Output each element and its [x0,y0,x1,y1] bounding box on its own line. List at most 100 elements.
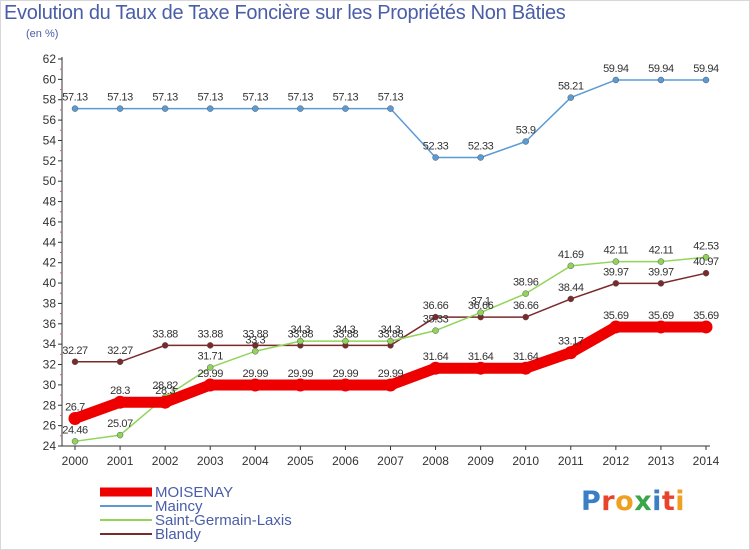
x-tick-label: 2001 [107,454,134,468]
data-point [609,320,623,334]
x-tick-label: 2006 [332,454,359,468]
logo-letter: o [615,486,635,517]
data-point [116,105,124,112]
data-label: 33.88 [197,328,223,340]
data-point [206,342,214,349]
logo-letter: i [675,486,686,517]
data-label: 53.9 [516,124,536,136]
data-point [432,313,439,321]
data-point [567,262,575,270]
data-label: 52.33 [468,140,494,152]
data-label: 39.97 [603,266,629,278]
data-point [161,105,169,112]
data-label: 57.13 [152,92,178,104]
legend-label: Blandy [155,526,201,543]
data-point [68,412,82,426]
data-label: 36.66 [423,300,449,312]
y-tick-label: 52 [43,154,57,168]
x-tick-label: 2010 [512,454,539,468]
chart-subtitle: (en %) [26,28,59,40]
y-tick-label: 24 [43,439,57,453]
data-point [161,342,169,349]
data-label: 59.94 [693,63,719,75]
data-label: 32.27 [107,345,133,357]
data-point [116,358,124,366]
data-label: 34.3 [290,324,310,336]
data-label: 57.13 [333,92,359,104]
data-label: 28.82 [152,380,178,392]
proxiti-logo: Proxiti [581,486,685,517]
data-label: 24.46 [62,424,88,436]
y-tick-label: 46 [43,215,57,229]
logo-letter: r [601,486,616,517]
x-tick-label: 2011 [558,454,584,468]
data-label: 29.99 [288,368,314,380]
y-tick-label: 60 [43,72,57,86]
y-tick-label: 56 [43,113,57,127]
x-tick-label: 2002 [152,454,179,468]
data-point [338,378,352,392]
data-point [293,378,307,392]
data-label: 33.17 [558,336,584,348]
data-point [206,105,214,112]
data-point [654,320,668,334]
logo-letter: P [581,486,602,517]
data-point [203,378,217,392]
data-point [612,76,620,84]
data-point [297,337,304,345]
x-tick-label: 2007 [377,454,404,468]
data-label: 28.3 [155,385,175,397]
y-tick-label: 28 [43,398,57,412]
data-label: 35.69 [693,310,719,322]
data-point [567,94,575,101]
data-label: 37.1 [471,296,491,308]
data-point [387,337,394,345]
y-tick-label: 44 [43,235,57,249]
data-point [612,258,620,265]
data-label: 33.88 [288,328,314,340]
data-label: 58.21 [558,81,584,93]
data-label: 40.97 [693,256,719,268]
data-point [429,361,443,375]
data-point [657,258,665,265]
data-label: 31.64 [423,351,449,363]
data-point [252,105,259,112]
data-label: 33.88 [378,328,404,340]
data-label: 33.88 [152,328,178,340]
data-point [384,378,397,392]
data-label: 52.33 [423,140,449,152]
y-tick-label: 42 [43,256,57,270]
data-label: 33.88 [243,328,269,340]
data-label: 38.44 [558,282,584,294]
data-label: 57.13 [62,92,88,104]
data-point [116,431,124,439]
data-label: 29.99 [378,368,404,380]
data-point [564,346,578,360]
data-point [477,154,484,161]
data-label: 33.88 [333,328,359,340]
data-label: 34.3 [336,324,356,336]
data-point [702,254,710,261]
y-tick-label: 38 [43,296,57,310]
data-label: 31.64 [513,351,539,363]
x-tick-label: 2009 [467,454,494,468]
data-label: 38.96 [513,277,539,289]
data-point [297,105,304,112]
y-tick-label: 26 [43,419,57,433]
data-point [699,320,713,334]
data-label: 34.3 [381,324,401,336]
y-tick-label: 40 [43,276,57,290]
x-tick-label: 2000 [62,454,89,468]
x-tick-label: 2012 [603,454,630,468]
y-tick-label: 34 [43,337,57,351]
x-tick-label: 2008 [422,454,449,468]
data-point [522,290,529,297]
data-point [567,295,575,303]
data-label: 42.11 [649,245,674,257]
data-label: 57.13 [197,92,223,104]
data-label: 59.94 [648,63,674,75]
y-tick-label: 36 [43,317,57,331]
data-point [657,280,665,287]
data-point [71,438,79,445]
